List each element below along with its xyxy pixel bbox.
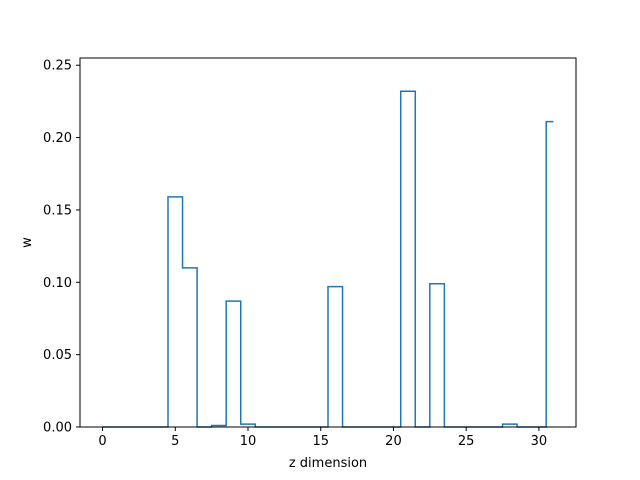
x-axis: 0 5 10 15 20 25 30 xyxy=(98,427,547,449)
x-tick-label: 25 xyxy=(458,434,475,449)
x-tick-label: 10 xyxy=(240,434,257,449)
x-tick-label: 20 xyxy=(385,434,402,449)
x-tick-label: 15 xyxy=(312,434,329,449)
y-tick-label: 0.00 xyxy=(43,421,72,436)
x-tick-label: 0 xyxy=(98,434,106,449)
y-tick-label: 0.20 xyxy=(43,131,72,146)
axes-frame xyxy=(79,57,577,428)
x-axis-label: z dimension xyxy=(289,456,367,471)
y-tick-label: 0.15 xyxy=(43,203,72,218)
y-tick-label: 0.25 xyxy=(43,59,72,74)
y-axis: 0.00 0.05 0.10 0.15 0.20 0.25 xyxy=(43,59,80,436)
y-tick-label: 0.10 xyxy=(43,276,72,291)
x-tick-label: 5 xyxy=(171,434,179,449)
y-tick-label: 0.05 xyxy=(43,348,72,363)
x-tick-label: 30 xyxy=(531,434,548,449)
y-axis-label: w xyxy=(20,237,35,248)
